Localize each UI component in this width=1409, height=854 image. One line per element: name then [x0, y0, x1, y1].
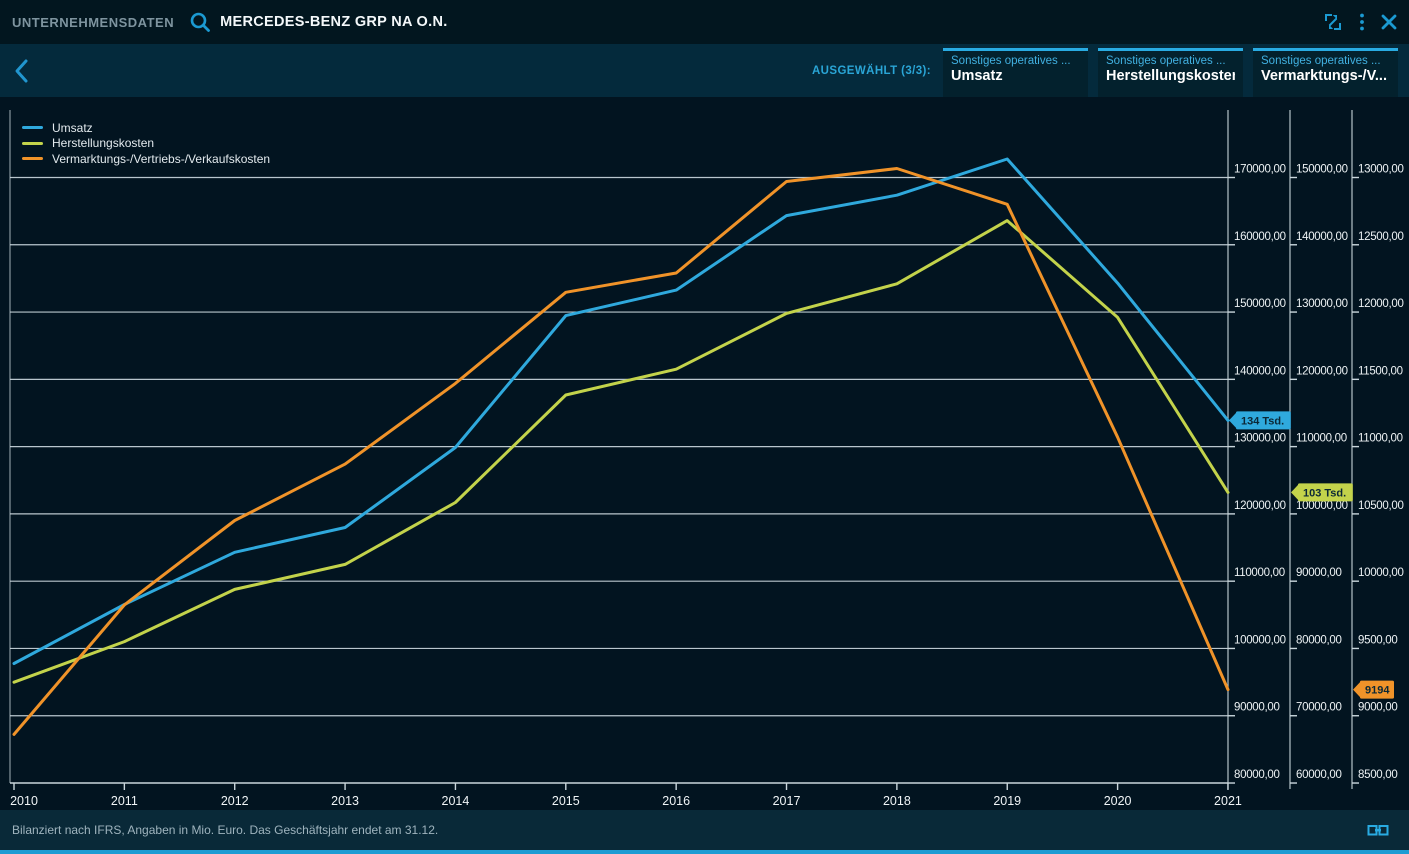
y-axis-tick-label: 140000,00 — [1234, 365, 1286, 377]
x-axis-year-label: 2012 — [221, 794, 249, 808]
y-axis-tick-label: 80000,00 — [1296, 634, 1342, 646]
y-axis-tick-label: 13000,00 — [1358, 164, 1404, 176]
y-axis-tick-label: 90000,00 — [1234, 702, 1280, 714]
x-axis-year-label: 2019 — [993, 794, 1021, 808]
legend-item-herstellungskosten[interactable]: Herstellungskosten — [22, 136, 270, 152]
expand-glyph — [1325, 14, 1341, 30]
chart-legend: Umsatz Herstellungskosten Vermarktungs-/… — [22, 120, 270, 167]
tab-label: Herstellungskosten — [1106, 68, 1235, 84]
y-axis-tick-label: 130000,00 — [1296, 298, 1348, 310]
y-axis-tick-label: 12000,00 — [1358, 298, 1404, 310]
y-axis-tick-label: 170000,00 — [1234, 164, 1286, 176]
x-axis-year-label: 2020 — [1104, 794, 1132, 808]
tab-herstellungskosten[interactable]: Sonstiges operatives ... Herstellungskos… — [1098, 48, 1243, 97]
linked-squares-glyph — [1367, 824, 1389, 835]
y-axis-tick-label: 12500,00 — [1358, 231, 1404, 243]
y-axis-tick-label: 120000,00 — [1234, 500, 1286, 512]
legend-swatch-vermarktungskosten — [22, 157, 43, 161]
value-badge-label: 134 Tsd. — [1241, 415, 1284, 427]
selected-count-label: AUSGEWÄHLT (3/3): — [811, 64, 931, 77]
y-axis-tick-label: 110000,00 — [1234, 567, 1285, 579]
close-glyph — [1381, 14, 1397, 30]
tab-label: Vermarktungs-/V... — [1261, 68, 1387, 84]
menu-kebab-icon[interactable] — [1359, 12, 1365, 32]
y-axis-tick-label: 9000,00 — [1358, 702, 1397, 714]
close-icon[interactable] — [1381, 14, 1397, 30]
legend-item-vermarktungskosten[interactable]: Vermarktungs-/Vertriebs-/Verkaufskosten — [22, 151, 270, 167]
magnifier-glyph — [190, 12, 211, 32]
expand-icon[interactable] — [1323, 12, 1343, 32]
y-axis-tick-label: 10000,00 — [1358, 567, 1404, 579]
value-badge-arrow — [1291, 483, 1299, 501]
tab-umsatz[interactable]: Sonstiges operatives ... Umsatz — [943, 48, 1088, 97]
value-badge — [1236, 411, 1291, 430]
x-axis-year-label: 2016 — [662, 794, 690, 808]
y-axis-tick-label: 9500,00 — [1358, 634, 1397, 646]
y-axis-tick-label: 140000,00 — [1296, 231, 1348, 243]
tab-vermarktungskosten[interactable]: Sonstiges operatives ... Vermarktungs-/V… — [1253, 48, 1398, 97]
tab-category: Sonstiges operatives ... — [1106, 55, 1226, 67]
legend-item-umsatz[interactable]: Umsatz — [22, 120, 270, 136]
x-axis-year-label: 2021 — [1214, 794, 1242, 808]
accounting-note: Bilanziert nach IFRS, Angaben in Mio. Eu… — [12, 823, 439, 837]
y-axis-tick-label: 100000,00 — [1234, 634, 1286, 646]
y-axis-tick-label: 10500,00 — [1358, 500, 1404, 512]
y-axis-tick-label: 70000,00 — [1296, 702, 1342, 714]
selection-bar: AUSGEWÄHLT (3/3): Sonstiges operatives .… — [0, 44, 1409, 97]
tab-category: Sonstiges operatives ... — [951, 55, 1071, 67]
title-bar: UNTERNEHMENSDATEN MERCEDES-BENZ GRP NA O… — [0, 0, 1409, 44]
y-axis-tick-label: 11500,00 — [1358, 365, 1403, 377]
x-axis-year-label: 2018 — [883, 794, 911, 808]
search-icon[interactable] — [188, 10, 212, 34]
kebab-glyph — [1360, 13, 1364, 31]
value-badge-arrow — [1353, 681, 1361, 699]
y-axis-tick-label: 110000,00 — [1296, 433, 1347, 445]
x-axis-year-label: 2011 — [111, 794, 138, 808]
y-axis-tick-label: 160000,00 — [1234, 231, 1286, 243]
chevron-left-icon — [15, 59, 28, 82]
y-axis-tick-label: 100000,00 — [1296, 500, 1348, 512]
instrument-title[interactable]: MERCEDES-BENZ GRP NA O.N. — [220, 14, 448, 30]
tab-category: Sonstiges operatives ... — [1261, 55, 1381, 67]
y-axis-tick-label: 8500,00 — [1358, 769, 1397, 781]
value-badge-arrow — [1229, 411, 1237, 429]
series-line-vermarktungs-vertriebs-verkaufskosten — [12, 167, 1230, 736]
series-line-umsatz — [12, 157, 1230, 665]
metric-tabs: Sonstiges operatives ... Umsatz Sonstige… — [943, 44, 1398, 97]
legend-label: Umsatz — [52, 120, 93, 135]
y-axis-tick-label: 120000,00 — [1296, 365, 1348, 377]
y-axis-tick-label: 11000,00 — [1358, 433, 1403, 445]
legend-swatch-herstellungskosten — [22, 141, 43, 145]
x-axis-year-label: 2013 — [331, 794, 359, 808]
value-badge — [1360, 680, 1394, 699]
value-badge-label: 9194 — [1365, 685, 1390, 697]
y-axis-tick-label: 60000,00 — [1296, 769, 1342, 781]
legend-label: Vermarktungs-/Vertriebs-/Verkaufskosten — [52, 151, 271, 166]
tab-label: Umsatz — [951, 68, 1003, 84]
x-axis-year-label: 2014 — [442, 794, 470, 808]
y-axis-tick-label: 90000,00 — [1296, 567, 1342, 579]
legend-swatch-umsatz — [22, 126, 43, 130]
link-windows-icon[interactable] — [1367, 823, 1389, 838]
app-label: UNTERNEHMENSDATEN — [12, 14, 175, 30]
x-axis-year-label: 2015 — [552, 794, 580, 808]
legend-label: Herstellungskosten — [52, 136, 155, 151]
value-badge-label: 103 Tsd. — [1303, 487, 1346, 499]
footer-bar: Bilanziert nach IFRS, Angaben in Mio. Eu… — [0, 810, 1409, 854]
x-axis-year-label: 2017 — [773, 794, 801, 808]
y-axis-tick-label: 80000,00 — [1234, 769, 1280, 781]
y-axis-tick-label: 130000,00 — [1234, 433, 1286, 445]
x-axis-year-label: 2010 — [10, 794, 38, 808]
y-axis-tick-label: 150000,00 — [1234, 298, 1286, 310]
y-axis-tick-label: 150000,00 — [1296, 164, 1348, 176]
back-button[interactable] — [4, 44, 40, 97]
series-line-herstellungskosten — [12, 219, 1230, 684]
value-badge — [1298, 483, 1353, 502]
